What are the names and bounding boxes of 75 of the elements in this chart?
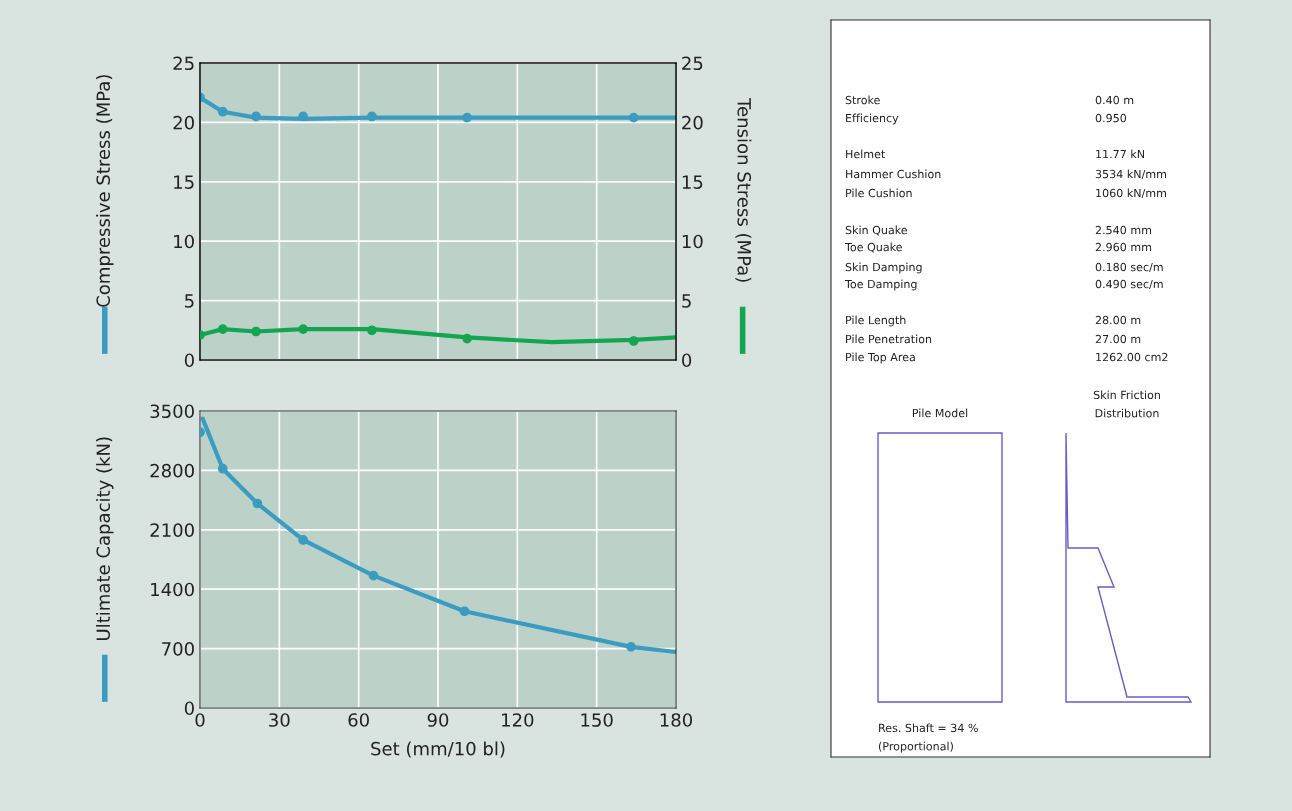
- x-tick-label: 90: [427, 713, 449, 727]
- point: [251, 326, 261, 337]
- y-tick-label: 15: [174, 175, 194, 189]
- y-tick-label: 700: [162, 642, 194, 656]
- point: [367, 325, 377, 336]
- y2-tick-label: 10: [682, 234, 703, 249]
- text: Pile Top Area: [846, 352, 915, 364]
- x-tick-label: 0: [195, 713, 205, 727]
- x-tick-label: 150: [581, 713, 613, 727]
- point: [368, 570, 379, 581]
- point: [217, 463, 228, 474]
- point: [628, 112, 639, 123]
- line-series: [200, 416, 676, 655]
- text: Toe Quake: [844, 242, 902, 253]
- y-axis-title: Compressive Stress (MPa): [96, 75, 114, 307]
- text: Skin Quake: [845, 225, 908, 236]
- text: 1060 kN/mm: [1096, 188, 1166, 199]
- x-tick-label: 30: [269, 713, 290, 727]
- y2-tick-label: 15: [682, 175, 703, 189]
- text: Res. Shaft = 34 % (Proportional): [878, 723, 978, 753]
- y-tick-label: 25: [173, 56, 194, 71]
- text: 0.950: [1095, 113, 1127, 123]
- y-tick-label: 20: [173, 115, 194, 130]
- text: 3534 kN/mm: [1095, 169, 1166, 180]
- text: Efficiency: [846, 113, 899, 125]
- point: [298, 324, 308, 334]
- x-axis-title: Set (mm/10 bl): [371, 741, 505, 758]
- text: Toe Damping: [844, 279, 917, 291]
- text: 1262.00 cm2: [1096, 352, 1168, 362]
- y2-tick-label: 0: [682, 353, 692, 368]
- text: Pile Cushion: [846, 188, 912, 198]
- point: [462, 333, 472, 344]
- text: 11.77 kN: [1096, 149, 1144, 159]
- text: 27.00 m: [1095, 334, 1141, 344]
- point: [217, 106, 228, 117]
- y-tick-label: 3500: [150, 404, 194, 419]
- point: [459, 606, 470, 617]
- y-tick-label: 0: [184, 701, 194, 716]
- y-tick-label: 10: [174, 234, 194, 249]
- text: Skin Damping: [845, 262, 922, 274]
- text: Helmet: [846, 149, 886, 159]
- y-tick-label: 2100: [150, 523, 194, 537]
- y2-tick-label: 20: [682, 115, 703, 130]
- text: 0.40 m: [1095, 95, 1134, 105]
- text: Pile Length: [846, 315, 906, 327]
- text: 2.540 mm: [1095, 225, 1152, 235]
- text: Stroke: [845, 95, 880, 105]
- point: [367, 111, 377, 122]
- text: 2.960 mm: [1095, 242, 1152, 252]
- y-tick-label: 5: [185, 294, 194, 308]
- y2-axis-title: Tension Stress (MPa): [735, 98, 752, 282]
- text: 0.490 sec/m: [1095, 279, 1163, 290]
- point: [252, 498, 263, 509]
- y-tick-label: 2800: [150, 463, 194, 478]
- text: Pile Penetration: [846, 334, 932, 344]
- text: Pile Model: [912, 408, 968, 418]
- y-axis-title: Ultimate Capacity (kN): [96, 437, 114, 640]
- point: [298, 535, 308, 545]
- point: [628, 336, 639, 346]
- x-tick-label: 120: [502, 713, 534, 727]
- text: 0.180 sec/m: [1095, 262, 1163, 273]
- point: [626, 642, 636, 652]
- y2-tick-label: 25: [682, 56, 703, 71]
- point: [217, 324, 228, 334]
- x-tick-label: 60: [348, 713, 369, 727]
- y2-tick-label: 5: [682, 294, 691, 308]
- x-tick-label: 180: [660, 713, 693, 727]
- text: Hammer Cushion: [846, 169, 941, 179]
- point: [462, 112, 472, 123]
- y-tick-label: 1400: [151, 582, 194, 597]
- point: [298, 111, 308, 122]
- y-tick-label: 0: [184, 353, 194, 368]
- text: Skin Friction Distribution: [1093, 390, 1160, 418]
- point: [251, 111, 261, 122]
- text: 28.00 m: [1095, 315, 1141, 325]
